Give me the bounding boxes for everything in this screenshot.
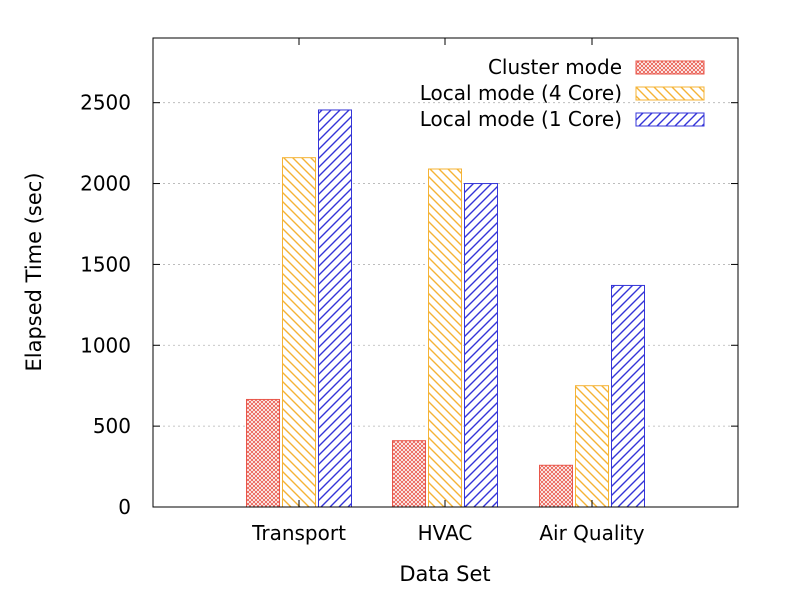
y-tick-label: 2500 [80, 91, 131, 115]
legend-swatch [635, 86, 705, 101]
y-tick-label: 1500 [80, 252, 131, 276]
bar [464, 183, 498, 508]
y-tick-label: 500 [93, 414, 131, 438]
legend-label: Local mode (1 Core) [420, 107, 622, 131]
legend-swatch [635, 112, 705, 127]
bar [611, 284, 645, 508]
bar [539, 464, 573, 508]
y-tick-label: 0 [118, 495, 131, 519]
bar [392, 440, 426, 508]
bars [246, 109, 645, 508]
bar [318, 109, 352, 508]
x-tick-label: Air Quality [539, 521, 644, 545]
y-tick-label: 1000 [80, 333, 131, 357]
x-tick-label: HVAC [418, 521, 473, 545]
y-axis-label: Elapsed Time (sec) [22, 172, 46, 371]
bar [282, 157, 316, 508]
y-tick-label: 2000 [80, 172, 131, 196]
x-tick-label: Transport [251, 521, 346, 545]
legend-label: Local mode (4 Core) [420, 81, 622, 105]
bar [246, 398, 280, 508]
x-axis-label: Data Set [399, 562, 490, 586]
axis-ticks: 0 500 1000 1500 2000 2500 Transport HVAC Air Qua… [80, 38, 738, 545]
bar [428, 168, 462, 508]
legend-swatch [635, 60, 705, 75]
bar [575, 385, 609, 508]
legend-label: Cluster mode [488, 55, 622, 79]
